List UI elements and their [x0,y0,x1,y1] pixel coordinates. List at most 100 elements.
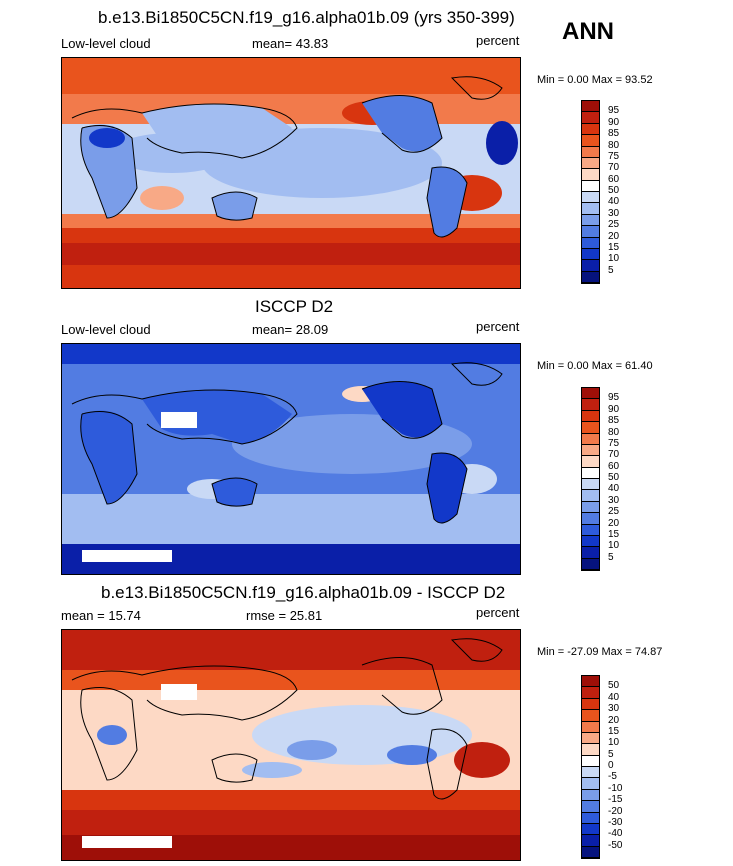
colorbar-cell [582,744,599,756]
colorbar-cell [582,169,599,181]
colorbar-label: -50 [608,839,623,851]
panel-3-units: percent [476,605,520,620]
colorbar-label: 70 [608,449,620,461]
colorbar-cell [582,721,599,733]
colorbar-label: 95 [608,105,620,117]
colorbar-cell [582,180,599,192]
colorbar-label: 5 [608,551,614,563]
colorbar-cell [582,112,599,124]
colorbar-label: 30 [608,207,620,219]
coastlines [71,638,503,800]
colorbar-cell [582,123,599,136]
colorbar-cell [582,732,599,745]
panel-2-left-label: Low-level cloud [61,322,151,337]
panel-2-map [61,343,521,575]
panel-2-units: percent [476,319,520,334]
coastlines [71,362,503,524]
colorbar-cell [582,248,599,261]
colorbar-cell [582,710,599,722]
colorbar-cell [582,513,599,525]
colorbar-cell [582,192,599,204]
colorbar-label: -20 [608,805,623,817]
colorbar-cell [582,698,599,711]
colorbar-cell [582,157,599,170]
colorbar-label: 75 [608,437,620,449]
panel-2-colorbar [581,387,600,571]
panel-3-map [61,629,521,861]
colorbar-cell [582,214,599,227]
colorbar-label: 90 [608,116,620,128]
panel-2-mean: mean= 28.09 [252,322,329,337]
colorbar-label: 10 [608,737,620,749]
colorbar-label: 50 [608,680,620,692]
colorbar-cell [582,755,599,767]
colorbar-cell [582,146,599,158]
panel-1-map [61,57,521,289]
colorbar-label: 20 [608,714,620,726]
colorbar-cell [582,524,599,536]
colorbar-label: 50 [608,185,620,196]
colorbar-label: 15 [608,725,620,737]
colorbar-cell [582,676,599,688]
coastlines [71,76,503,238]
colorbar-cell [582,479,599,491]
panel-2-title: ISCCP D2 [255,297,334,316]
colorbar-cell [582,260,599,272]
colorbar-label: 10 [608,253,620,265]
colorbar-cell [582,135,599,147]
panel-1-units: percent [476,33,520,48]
colorbar-cell [582,778,599,790]
colorbar-cell [582,558,599,570]
colorbar-label: 30 [608,494,620,506]
colorbar-label: 30 [608,703,620,715]
colorbar-cell [582,410,599,423]
colorbar-cell [582,237,599,249]
colorbar-cell [582,226,599,238]
colorbar-cell [582,433,599,445]
colorbar-label: 95 [608,392,620,404]
colorbar-label: 40 [608,483,620,495]
colorbar-label: 5 [608,264,614,276]
colorbar-label: 75 [608,150,620,162]
colorbar-label: 90 [608,403,620,415]
colorbar-label: 85 [608,128,620,140]
colorbar-cell [582,101,599,113]
colorbar-cell [582,789,599,802]
colorbar-cell [582,501,599,514]
colorbar-label: -30 [608,816,623,828]
colorbar-label: 25 [608,219,620,231]
panel-2-minmax: Min = 0.00 Max = 61.40 [537,360,653,372]
colorbar-label: 80 [608,426,620,438]
panel-1-left-label: Low-level cloud [61,36,151,51]
colorbar-cell [582,388,599,400]
colorbar-label: -5 [608,771,617,783]
panel-1-colorbar [581,100,600,284]
colorbar-label: 50 [608,472,620,483]
colorbar-cell [582,535,599,548]
colorbar-cell [582,687,599,699]
colorbar-label: 25 [608,506,620,518]
season-label: ANN [562,18,614,45]
colorbar-cell [582,490,599,502]
panel-1-minmax: Min = 0.00 Max = 93.52 [537,74,653,86]
colorbar-label: 40 [608,196,620,208]
panel-3-colorbar [581,675,600,859]
panel-1-title: b.e13.Bi1850C5CN.f19_g16.alpha01b.09 (yr… [98,8,515,27]
colorbar-label: -10 [608,782,623,794]
colorbar-cell [582,271,599,283]
colorbar-cell [582,846,599,858]
colorbar-label: 85 [608,415,620,427]
panel-1-mean: mean= 43.83 [252,36,329,51]
colorbar-cell [582,444,599,457]
colorbar-cell [582,835,599,847]
panel-3-minmax: Min = -27.09 Max = 74.87 [537,646,663,658]
colorbar-label: 60 [608,173,620,185]
colorbar-cell [582,767,599,779]
colorbar-label: 70 [608,162,620,174]
colorbar-label: 0 [608,760,614,771]
colorbar-label: 15 [608,241,620,253]
colorbar-cell [582,823,599,836]
colorbar-label: -15 [608,794,623,806]
colorbar-cell [582,456,599,468]
panel-3-title: b.e13.Bi1850C5CN.f19_g16.alpha01b.09 - I… [101,583,506,602]
